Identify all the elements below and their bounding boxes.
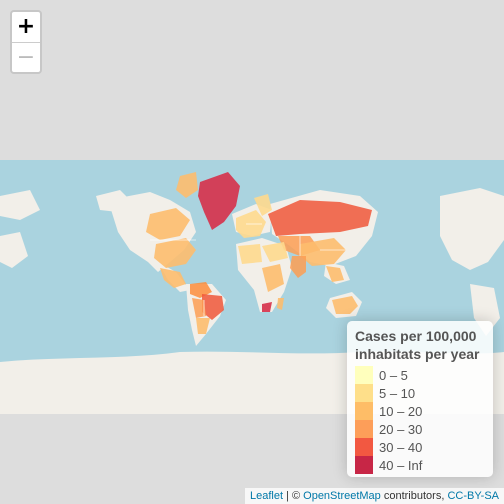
choropleth-countries[interactable]	[146, 172, 372, 334]
legend-item: 20 – 30	[355, 420, 485, 438]
legend-title: Cases per 100,000 inhabitats per year	[355, 327, 485, 363]
legend-item: 30 – 40	[355, 438, 485, 456]
zoom-control: + −	[10, 10, 42, 74]
legend-swatch	[355, 384, 373, 402]
attribution: Leaflet | © OpenStreetMap contributors, …	[244, 488, 504, 504]
attribution-contributors: contributors,	[380, 490, 448, 502]
legend-swatch	[355, 438, 373, 456]
legend-title-line1: Cases per 100,000	[355, 328, 477, 344]
zoom-out-button[interactable]: −	[16, 45, 36, 70]
legend: Cases per 100,000 inhabitats per year 0 …	[347, 321, 493, 477]
license-link[interactable]: CC-BY-SA	[447, 490, 499, 502]
attribution-separator: | ©	[283, 490, 304, 502]
legend-item: 0 – 5	[355, 366, 485, 384]
legend-label: 10 – 20	[379, 403, 423, 419]
legend-label: 0 – 5	[379, 367, 408, 383]
legend-swatch	[355, 402, 373, 420]
legend-item: 5 – 10	[355, 384, 485, 402]
legend-swatch	[355, 366, 373, 384]
leaflet-link[interactable]: Leaflet	[249, 490, 283, 502]
legend-label: 5 – 10	[379, 385, 416, 401]
legend-label: 40 – Inf	[379, 457, 423, 473]
legend-title-line2: inhabitats per year	[355, 346, 480, 362]
legend-item: 10 – 20	[355, 402, 485, 420]
legend-items: 0 – 5 5 – 10 10 – 20 20 – 30 30 – 40 40 – Inf	[355, 366, 485, 474]
legend-label: 20 – 30	[379, 421, 423, 437]
legend-swatch	[355, 456, 373, 474]
country-borders	[150, 223, 346, 316]
legend-item: 40 – Inf	[355, 456, 485, 474]
legend-swatch	[355, 420, 373, 438]
legend-label: 30 – 40	[379, 439, 423, 455]
zoom-in-button[interactable]: +	[12, 12, 40, 43]
osm-link[interactable]: OpenStreetMap	[303, 490, 381, 502]
